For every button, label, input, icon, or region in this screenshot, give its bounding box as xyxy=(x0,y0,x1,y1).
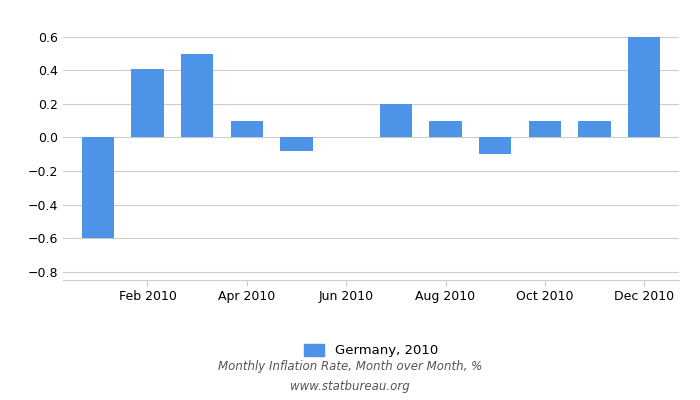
Bar xyxy=(231,121,263,138)
Legend: Germany, 2010: Germany, 2010 xyxy=(304,344,438,357)
Bar xyxy=(82,138,114,238)
Bar xyxy=(628,37,660,138)
Bar xyxy=(479,138,511,154)
Bar xyxy=(429,121,462,138)
Bar xyxy=(528,121,561,138)
Text: Monthly Inflation Rate, Month over Month, %: Monthly Inflation Rate, Month over Month… xyxy=(218,360,482,373)
Bar xyxy=(578,121,610,138)
Bar xyxy=(280,138,313,151)
Bar xyxy=(379,104,412,138)
Text: www.statbureau.org: www.statbureau.org xyxy=(290,380,410,393)
Bar xyxy=(181,54,214,138)
Bar xyxy=(132,69,164,138)
